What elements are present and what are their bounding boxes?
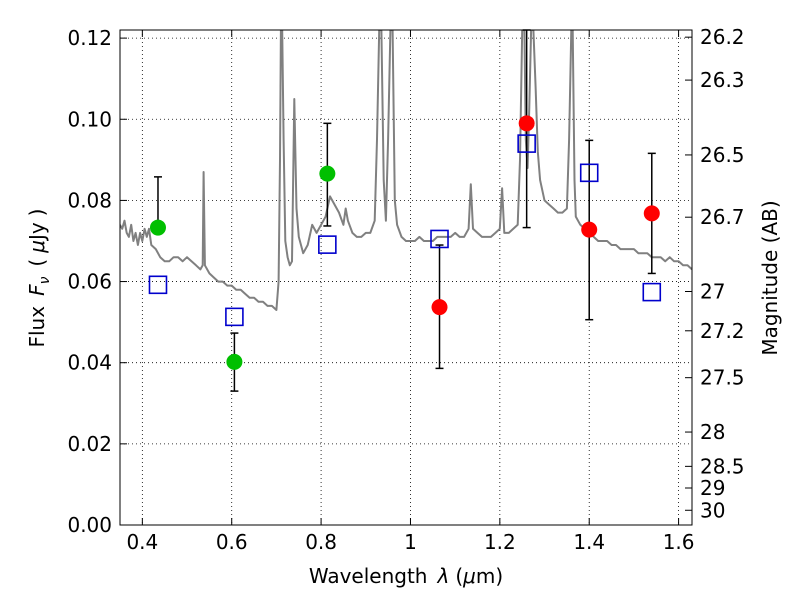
observed-point-nir — [431, 299, 448, 316]
right-tick-label: 26.3 — [700, 68, 745, 92]
plot-area — [120, 30, 692, 525]
observed-point-optical — [226, 353, 243, 370]
right-tick-label: 28 — [700, 420, 725, 444]
x-tick-label: 0.8 — [305, 530, 337, 554]
x-tick-label: 1.4 — [573, 530, 605, 554]
y-tick-label: 0.00 — [67, 513, 112, 537]
x-axis-label: Wavelength λ (μm) — [309, 564, 503, 588]
model-point-square — [642, 282, 662, 302]
right-tick-label: 27.5 — [700, 366, 745, 390]
model-point-square — [225, 307, 244, 327]
plot-frame — [119, 29, 693, 526]
observed-point-nir — [643, 205, 660, 222]
y-tick-label: 0.12 — [67, 26, 112, 50]
right-tick-label: 26.5 — [700, 143, 745, 167]
model-point-square — [148, 275, 168, 295]
right-tick-label: 26.2 — [700, 25, 745, 49]
y-axis-ticks-left: 0.00 0.02 0.04 0.06 0.08 0.10 0.12 — [67, 26, 127, 537]
right-tick-label: 27.2 — [700, 319, 745, 343]
model-point-square — [430, 229, 449, 249]
observed-point-nir — [581, 221, 598, 238]
spectrum-line — [120, 30, 692, 311]
right-tick-label: 29 — [700, 476, 725, 500]
marker-layer — [148, 115, 662, 370]
x-tick-label: 1.2 — [484, 530, 516, 554]
x-tick-label: 1 — [404, 530, 417, 554]
x-tick-label: 0.4 — [126, 530, 158, 554]
x-tick-label: 0.6 — [216, 530, 248, 554]
model-point-square — [517, 134, 536, 153]
model-point-square — [318, 235, 337, 254]
y-tick-label: 0.04 — [67, 351, 112, 375]
y-tick-label: 0.08 — [67, 188, 112, 212]
spectrum-layer — [120, 30, 692, 311]
model-point-square — [579, 163, 599, 183]
y-axis-label-right: Magnitude (AB) — [758, 200, 782, 355]
grid-lines — [120, 30, 692, 525]
right-tick-label: 30 — [700, 498, 725, 522]
observed-point-nir — [518, 115, 535, 132]
y-axis-label-left: FluxFν(μJy) — [25, 208, 53, 347]
y-tick-label: 0.06 — [67, 270, 112, 294]
x-axis-ticks: 0.4 0.6 0.8 1 1.2 1.4 1.6 — [126, 30, 695, 554]
y-tick-label: 0.02 — [67, 432, 112, 456]
observed-point-optical — [319, 165, 336, 182]
right-tick-label: 26.7 — [700, 205, 745, 229]
observed-point-optical — [149, 219, 166, 236]
y-tick-label: 0.10 — [67, 107, 112, 131]
x-tick-label: 1.6 — [663, 530, 695, 554]
right-tick-label: 28.5 — [700, 454, 745, 478]
right-tick-label: 27 — [700, 280, 725, 304]
